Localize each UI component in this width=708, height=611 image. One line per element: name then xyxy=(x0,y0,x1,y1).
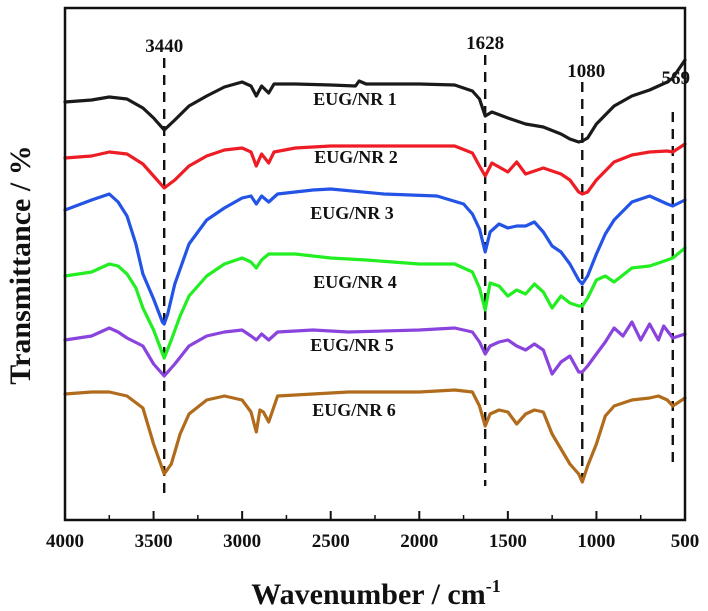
series-line xyxy=(63,388,687,484)
y-axis-title: Transmittance / % xyxy=(4,145,37,384)
peak-label: 3440 xyxy=(145,36,183,57)
series-label: EUG/NR 1 xyxy=(313,89,397,109)
x-axis-title-text: Wavenumber / cm xyxy=(251,578,485,611)
x-tick-label: 1000 xyxy=(577,531,615,552)
series-line xyxy=(63,142,687,196)
series-label: EUG/NR 6 xyxy=(312,400,396,420)
x-tick-label: 2000 xyxy=(400,531,438,552)
peak-label: 569 xyxy=(662,68,691,89)
x-tick-label: 3500 xyxy=(135,531,173,552)
x-axis: 4000 3500 3000 2500 2000 1500 1000 500 xyxy=(46,511,699,552)
x-tick-label: 500 xyxy=(671,531,700,552)
series-group xyxy=(63,58,687,484)
peak-label: 1628 xyxy=(466,33,504,54)
series-line xyxy=(63,58,687,144)
series-label: EUG/NR 5 xyxy=(310,335,394,355)
series-line xyxy=(63,246,687,360)
x-tick-label: 3000 xyxy=(223,531,261,552)
x-tick-label: 2500 xyxy=(312,531,350,552)
x-axis-title-superscript: -1 xyxy=(486,576,501,596)
series-label: EUG/NR 4 xyxy=(313,272,397,292)
series-label-group: EUG/NR 1 EUG/NR 2 EUG/NR 3 EUG/NR 4 EUG/NR 5… xyxy=(310,89,398,420)
series-line xyxy=(63,320,687,378)
series-label: EUG/NR 2 xyxy=(314,147,398,167)
x-axis-title: Wavenumber / cm-1 xyxy=(251,576,500,611)
x-tick-label: 1500 xyxy=(489,531,527,552)
series-label: EUG/NR 3 xyxy=(310,203,394,223)
x-tick-label: 4000 xyxy=(46,531,84,552)
series-line xyxy=(63,187,687,326)
peak-marker-group: 3440 1628 1080 569 xyxy=(145,33,690,496)
peak-label: 1080 xyxy=(567,61,605,82)
